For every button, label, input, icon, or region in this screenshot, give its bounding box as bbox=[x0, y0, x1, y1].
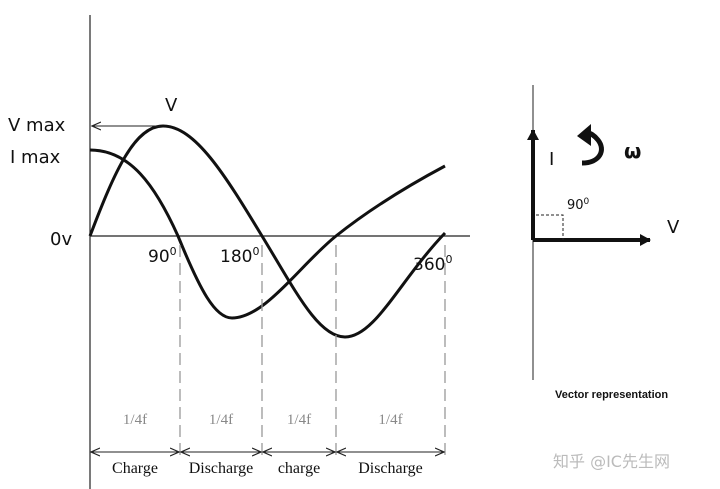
phase-label: charge bbox=[278, 460, 320, 477]
period-label: 1/4f bbox=[209, 412, 233, 428]
vector-label: I bbox=[549, 149, 554, 170]
caption: Vector representation bbox=[555, 389, 668, 401]
period-label: 1/4f bbox=[378, 412, 402, 428]
vector-angle: 900 bbox=[567, 197, 590, 213]
angle-label: 1800 bbox=[220, 245, 259, 267]
phase-label: Discharge bbox=[358, 460, 423, 477]
watermark: 知乎 @IC先生网 bbox=[553, 452, 670, 471]
label: V bbox=[165, 95, 178, 116]
current-curve bbox=[89, 148, 446, 320]
phase-label: Discharge bbox=[189, 460, 254, 477]
right-angle bbox=[536, 214, 564, 240]
phase-label: Charge bbox=[112, 460, 158, 477]
label: I max bbox=[10, 147, 61, 168]
omega: ω bbox=[624, 139, 641, 163]
period-label: 1/4f bbox=[123, 412, 147, 428]
period-label: 1/4f bbox=[287, 412, 311, 428]
rotation-arrow-head bbox=[577, 124, 591, 146]
label: 0v bbox=[50, 229, 72, 250]
label: V max bbox=[8, 115, 66, 136]
vector-label: V bbox=[667, 217, 680, 238]
voltage-curve bbox=[88, 124, 447, 339]
angle-label: 3600 bbox=[413, 253, 452, 275]
angle-label: 900 bbox=[148, 245, 177, 267]
